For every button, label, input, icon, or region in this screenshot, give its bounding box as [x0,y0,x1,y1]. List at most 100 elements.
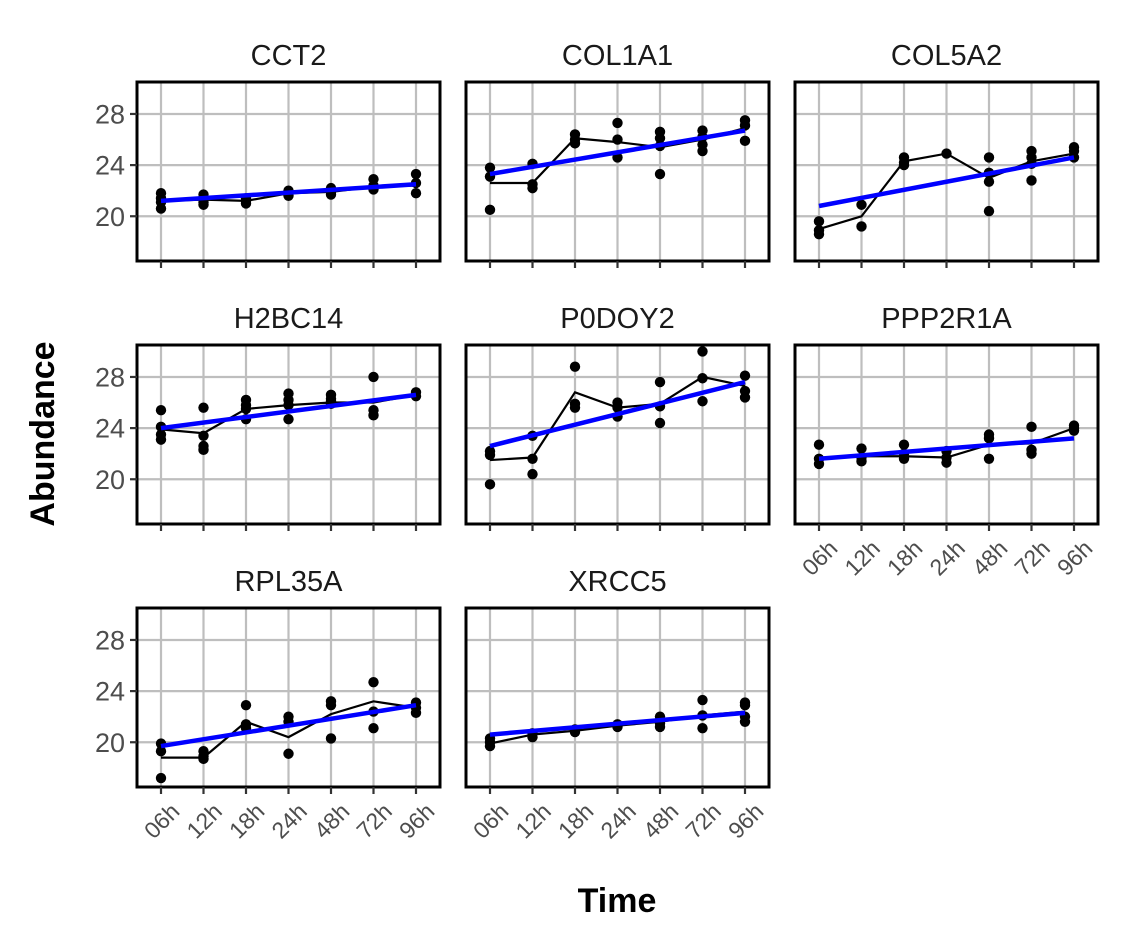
data-point [739,135,751,147]
data-point [941,457,952,468]
data-point [739,370,751,381]
facet-panel-h2bc14: H2BC14 20 24 28 [95,303,442,531]
trend-line [489,379,746,449]
data-point [198,402,209,413]
y-tick-label: 28 [95,99,125,129]
data-point [368,722,379,734]
data-point [813,216,825,227]
data-point [283,748,294,759]
data-point [612,117,623,129]
x-tick-label: 24h [595,798,641,844]
data-point [325,733,337,744]
x-tick-label: 12h [181,798,227,844]
y-tick-label: 28 [95,625,125,655]
data-point [739,716,751,727]
panel-title: CCT2 [251,40,327,72]
y-axis-title: Abundance [24,341,62,526]
facet-panel-col1a1: COL1A1 [464,40,771,268]
trend-line [160,392,417,431]
x-tick-label: 96h [723,798,769,844]
data-point [240,403,252,415]
data-point [856,456,867,467]
x-tick-label: 12h [510,798,556,844]
data-point [198,430,209,441]
data-point [484,204,496,216]
x-tick-label: 06h [797,535,843,581]
trend-line [160,182,417,204]
data-point [527,453,538,464]
x-tick-label: 18h [882,535,928,581]
x-tick-label: 48h [309,798,355,844]
data-point [325,699,337,711]
x-tick-label: 72h [351,798,397,844]
trend-line [489,710,746,737]
data-point [283,399,294,411]
x-tick-label: 24h [924,535,970,581]
trend-line [818,155,1075,209]
data-point [240,198,252,209]
data-point [813,228,825,240]
panel-title: XRCC5 [568,566,666,598]
data-point [739,120,751,131]
data-point [654,376,666,388]
y-tick-label: 20 [95,202,125,232]
data-point [898,159,910,171]
data-point [1026,175,1037,186]
panel-title: P0DOY2 [560,303,674,335]
x-tick-label: 96h [1052,535,1098,581]
data-point [484,479,496,490]
panel-title: COL1A1 [562,40,673,72]
data-point [527,731,538,743]
y-tick-label: 24 [95,414,125,444]
panel-title: H2BC14 [234,303,344,335]
data-point [240,699,252,711]
data-point [198,444,209,456]
panel-title: COL5A2 [891,40,1002,72]
data-point [983,152,995,163]
data-point [569,138,581,149]
data-point [527,182,538,194]
data-point [697,346,708,357]
data-point [155,434,167,445]
x-tick-label: 06h [468,798,514,844]
x-tick-label: 96h [394,798,440,844]
data-point [612,134,623,145]
data-point [1068,425,1080,436]
data-point [654,133,666,144]
data-point [697,145,708,157]
data-point [654,721,666,733]
data-point [155,772,167,784]
data-point [198,753,209,765]
data-point [813,458,825,470]
x-tick-label: 48h [967,535,1013,581]
data-point [654,417,666,429]
data-point [527,468,538,480]
facet-panel-p0doy2: P0DOY2 [464,303,771,531]
y-tick-label: 24 [95,151,125,181]
data-point [368,410,379,421]
data-point [856,221,867,232]
panel-title: PPP2R1A [881,303,1012,335]
data-point [856,443,867,454]
trend-line [818,436,1075,462]
data-point [898,439,910,450]
data-point [739,392,751,403]
data-point [983,205,995,217]
x-tick-label: 72h [1009,535,1055,581]
data-point [1026,421,1037,433]
data-point [898,453,910,464]
data-point [697,373,708,384]
data-point [198,199,209,210]
x-tick-label: 06h [139,798,185,844]
data-point [155,203,167,214]
y-tick-label: 20 [95,465,125,495]
data-point [569,402,581,413]
trend-line [489,128,746,177]
data-point [739,699,751,711]
data-point [813,439,825,450]
